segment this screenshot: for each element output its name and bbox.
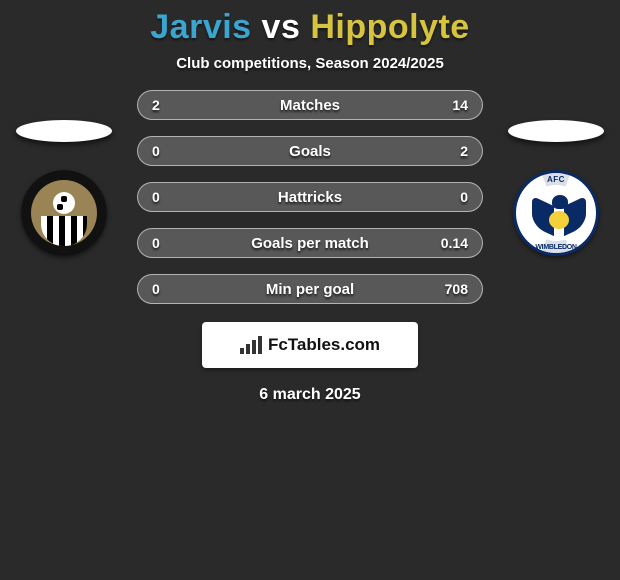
vs-text: vs <box>262 8 301 46</box>
player1-name: Jarvis <box>150 8 251 46</box>
stat-left-value: 2 <box>152 97 182 113</box>
fctables-bars-icon <box>240 336 262 354</box>
comparison-title: Jarvis vs Hippolyte <box>0 8 620 47</box>
stat-left-value: 0 <box>152 235 182 251</box>
stats-table: 2 Matches 14 0 Goals 2 0 Hattricks 0 0 G… <box>137 90 483 304</box>
stat-row-goals-per-match: 0 Goals per match 0.14 <box>137 228 483 258</box>
left-player-column <box>14 120 114 256</box>
card-content: Jarvis vs Hippolyte Club competitions, S… <box>0 0 620 404</box>
stat-right-value: 14 <box>438 97 468 113</box>
branding-badge: FcTables.com <box>202 322 418 368</box>
stat-row-matches: 2 Matches 14 <box>137 90 483 120</box>
generated-date: 6 march 2025 <box>0 386 620 404</box>
stat-label: Goals per match <box>138 235 482 252</box>
club-logo-right: AFC WIMBLEDON <box>513 170 599 256</box>
club-logo-left <box>21 170 107 256</box>
stat-label: Matches <box>138 97 482 114</box>
stat-right-value: 2 <box>438 143 468 159</box>
stat-row-min-per-goal: 0 Min per goal 708 <box>137 274 483 304</box>
stat-right-value: 0.14 <box>438 235 468 251</box>
notts-county-crest-icon <box>21 170 107 256</box>
player-photo-placeholder-right <box>508 120 604 142</box>
stat-left-value: 0 <box>152 189 182 205</box>
stat-right-value: 0 <box>438 189 468 205</box>
stat-left-value: 0 <box>152 281 182 297</box>
stat-label: Min per goal <box>138 281 482 298</box>
right-player-column: AFC WIMBLEDON <box>506 120 606 256</box>
stat-left-value: 0 <box>152 143 182 159</box>
stat-label: Goals <box>138 143 482 160</box>
subtitle: Club competitions, Season 2024/2025 <box>0 55 620 72</box>
stat-right-value: 708 <box>438 281 468 297</box>
stat-row-goals: 0 Goals 2 <box>137 136 483 166</box>
branding-text: FcTables.com <box>268 335 380 355</box>
player2-name: Hippolyte <box>310 8 469 46</box>
afc-wimbledon-crest-icon: AFC WIMBLEDON <box>513 170 599 256</box>
player-photo-placeholder-left <box>16 120 112 142</box>
stat-row-hattricks: 0 Hattricks 0 <box>137 182 483 212</box>
stat-label: Hattricks <box>138 189 482 206</box>
